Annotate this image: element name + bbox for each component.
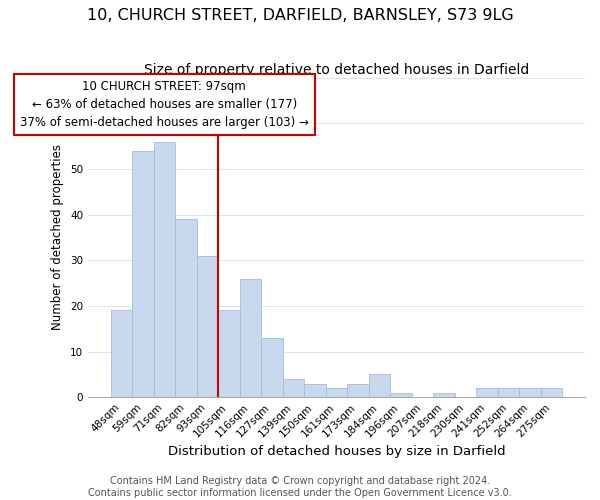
Text: 10, CHURCH STREET, DARFIELD, BARNSLEY, S73 9LG: 10, CHURCH STREET, DARFIELD, BARNSLEY, S… [86,8,514,22]
Bar [110,310,132,397]
Text: Contains HM Land Registry data © Crown copyright and database right 2024.
Contai: Contains HM Land Registry data © Crown c… [88,476,512,498]
Bar [498,388,520,397]
Title: Size of property relative to detached houses in Darfield: Size of property relative to detached ho… [144,62,529,76]
Bar [154,142,175,397]
Bar [390,392,412,397]
Bar [304,384,326,397]
Bar [326,388,347,397]
Bar [433,392,455,397]
Bar [197,256,218,397]
Text: 10 CHURCH STREET: 97sqm
← 63% of detached houses are smaller (177)
37% of semi-d: 10 CHURCH STREET: 97sqm ← 63% of detache… [20,80,309,129]
Bar [347,384,369,397]
Bar [239,278,261,397]
Bar [218,310,239,397]
Bar [476,388,498,397]
Bar [520,388,541,397]
X-axis label: Distribution of detached houses by size in Darfield: Distribution of detached houses by size … [167,444,505,458]
Bar [541,388,562,397]
Bar [261,338,283,397]
Bar [283,379,304,397]
Bar [132,150,154,397]
Bar [369,374,390,397]
Bar [175,219,197,397]
Y-axis label: Number of detached properties: Number of detached properties [52,144,64,330]
